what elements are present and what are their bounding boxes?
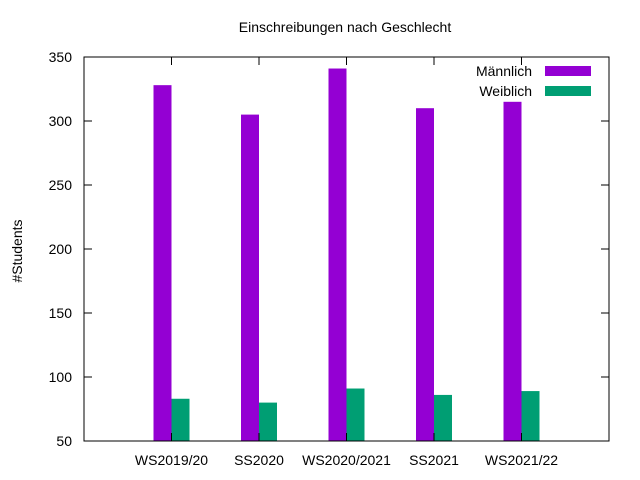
legend: Männlich Weiblich [476, 63, 591, 99]
bars-group [153, 68, 540, 442]
legend-label-0: Männlich [476, 63, 532, 79]
y-tick-label-4: 250 [49, 177, 73, 193]
y-tick-label-3: 200 [49, 241, 73, 257]
y-tick-label-1: 100 [49, 369, 73, 385]
legend-swatch-1 [545, 86, 591, 96]
bar-0-4 [503, 101, 522, 442]
bar-0-1 [241, 114, 259, 441]
y-tick-label-5: 300 [49, 113, 73, 129]
x-tick-label-3: SS2021 [409, 452, 459, 468]
y-tick-label-2: 150 [49, 305, 73, 321]
y-tick-label-0: 50 [56, 433, 72, 449]
chart-title: Einschreibungen nach Geschlecht [239, 19, 452, 35]
bar-1-0 [171, 398, 190, 441]
bar-1-1 [259, 402, 277, 441]
x-tick-label-1: SS2020 [234, 452, 284, 468]
x-tick-label-4: WS2021/22 [485, 452, 558, 468]
bar-1-2 [346, 388, 365, 441]
bar-0-3 [416, 108, 434, 441]
y-axis-label: #Students [9, 219, 25, 282]
bar-0-0 [153, 85, 172, 441]
x-tick-label-2: WS2020/2021 [302, 452, 391, 468]
bar-1-3 [434, 394, 452, 441]
x-tick-label-0: WS2019/20 [135, 452, 208, 468]
plot-frame [83, 56, 610, 442]
bar-0-2 [328, 68, 347, 442]
legend-swatch-0 [545, 66, 591, 76]
legend-label-1: Weiblich [479, 83, 532, 99]
bar-1-4 [521, 391, 540, 441]
y-tick-label-6: 350 [49, 49, 73, 65]
